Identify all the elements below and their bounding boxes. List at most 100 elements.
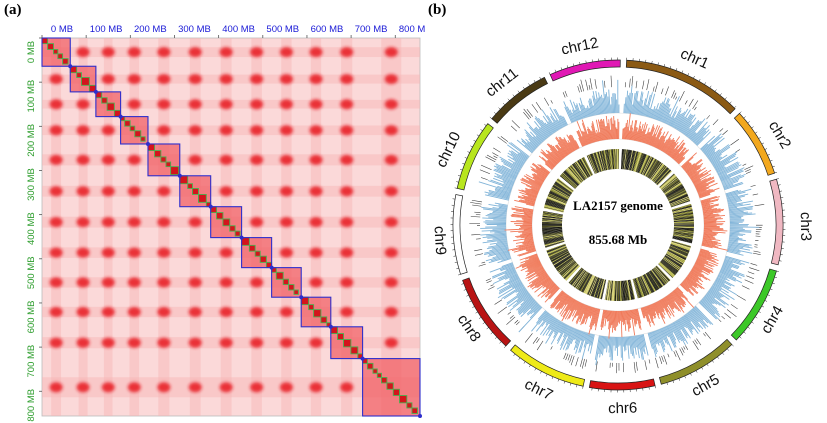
repeat-density-bar (703, 230, 726, 234)
heat-ring-cell (583, 156, 594, 176)
repeat-density-bar (518, 189, 538, 197)
gene-density-bar (541, 314, 552, 327)
gene-density-bar (530, 304, 540, 315)
heat-ring-cell (542, 221, 563, 224)
heat-ring-cell (594, 278, 602, 298)
hic-spot (279, 337, 293, 348)
repeat-density-bar (624, 310, 627, 321)
heat-ring-cell (623, 280, 627, 301)
gene-density-bar (563, 101, 574, 123)
gene-density-bar (729, 233, 743, 236)
heat-ring-cell (652, 164, 666, 182)
heat-ring-cell (554, 182, 572, 194)
gene-density-bar (497, 270, 516, 280)
repeat-density-bar (632, 309, 636, 327)
heat-ring-cell (542, 217, 563, 220)
repeat-density-bar (549, 287, 560, 300)
heat-ring-cell (661, 177, 679, 191)
scale-tick (761, 305, 765, 308)
heat-ring-cell (551, 251, 570, 263)
gene-density-bar (522, 300, 537, 314)
gene-density-bar (588, 100, 593, 117)
scale-tick (539, 76, 542, 80)
gene-density-bar (658, 97, 669, 122)
scale-tick (739, 111, 742, 114)
gene-density-bar (725, 190, 742, 196)
repeat-density-bar (540, 149, 557, 166)
gene-density-bar (506, 288, 527, 304)
density-mark (718, 319, 722, 322)
repeat-density-bar (698, 254, 716, 262)
heat-ring-cell (673, 226, 694, 228)
hic-spot (340, 47, 354, 58)
heat-ring-cell (630, 150, 636, 171)
heat-ring-cell (615, 149, 617, 170)
heat-ring-cell (618, 280, 620, 301)
density-mark (673, 351, 677, 357)
repeat-density-bar (592, 121, 598, 142)
heat-ring-cell (652, 165, 666, 182)
scale-tick (722, 352, 725, 355)
gene-density-bar (517, 298, 534, 313)
gene-density-bar (648, 108, 653, 118)
gene-density-bar (655, 330, 665, 353)
gene-density-bar (482, 217, 507, 220)
heat-ring-cell (647, 272, 659, 290)
density-mark (712, 119, 719, 126)
gene-density-bar (643, 104, 648, 117)
gene-density-bar (644, 94, 651, 117)
y-tick-label: 300 MB (26, 168, 37, 201)
repeat-density-bar (692, 266, 703, 273)
repeat-density-bar (607, 123, 611, 140)
hic-spot (340, 217, 354, 228)
density-mark (749, 267, 760, 272)
repeat-density-bar (647, 305, 654, 320)
repeat-density-bar (703, 213, 719, 217)
repeat-density-bar (653, 303, 660, 316)
heat-ring-cell (671, 200, 691, 208)
repeat-density-bar (551, 291, 565, 309)
repeat-density-bar (586, 128, 593, 144)
heat-ring-cell (672, 238, 692, 244)
heat-ring-cell (663, 180, 680, 193)
heat-ring-cell (549, 191, 568, 201)
contig-box (129, 125, 136, 132)
heat-ring-cell (592, 153, 600, 173)
density-mark (523, 108, 532, 119)
chromosome-label: chr8 (454, 311, 484, 345)
density-mark (692, 100, 699, 110)
repeat-density-bar (560, 147, 567, 157)
gene-density-bar (699, 301, 719, 320)
repeat-density-bar (600, 309, 605, 331)
repeat-density-bar (607, 310, 610, 322)
repeat-density-bar (631, 120, 637, 141)
repeat-density-bar (537, 163, 550, 174)
scale-tick (469, 300, 472, 303)
heat-ring-cell (563, 171, 578, 187)
heat-ring-cell (565, 169, 581, 185)
heat-ring-cell (621, 149, 624, 170)
repeat-density-bar (703, 213, 714, 216)
repeat-density-bar (691, 169, 708, 181)
heat-ring-cell (579, 273, 590, 291)
repeat-density-bar (518, 200, 535, 205)
repeat-density-bar (687, 165, 702, 176)
repeat-density-bar (622, 310, 624, 326)
repeat-density-bar (656, 301, 666, 319)
scale-tick (743, 116, 746, 119)
gene-density-bar (720, 268, 742, 279)
scale-tick (548, 72, 551, 75)
repeat-density-bar (610, 129, 612, 140)
density-mark (753, 252, 761, 256)
gene-density-bar (578, 102, 585, 119)
heat-ring-cell (648, 271, 660, 289)
repeat-density-bar (532, 162, 549, 175)
hic-spot (340, 154, 354, 165)
repeat-density-bar (701, 243, 719, 248)
repeat-density-bar (699, 193, 711, 199)
heat-ring-cell (584, 275, 594, 294)
heat-ring-cell (542, 230, 563, 234)
repeat-density-bar (700, 196, 720, 203)
density-mark (474, 211, 481, 213)
heat-ring-cell (543, 207, 564, 213)
